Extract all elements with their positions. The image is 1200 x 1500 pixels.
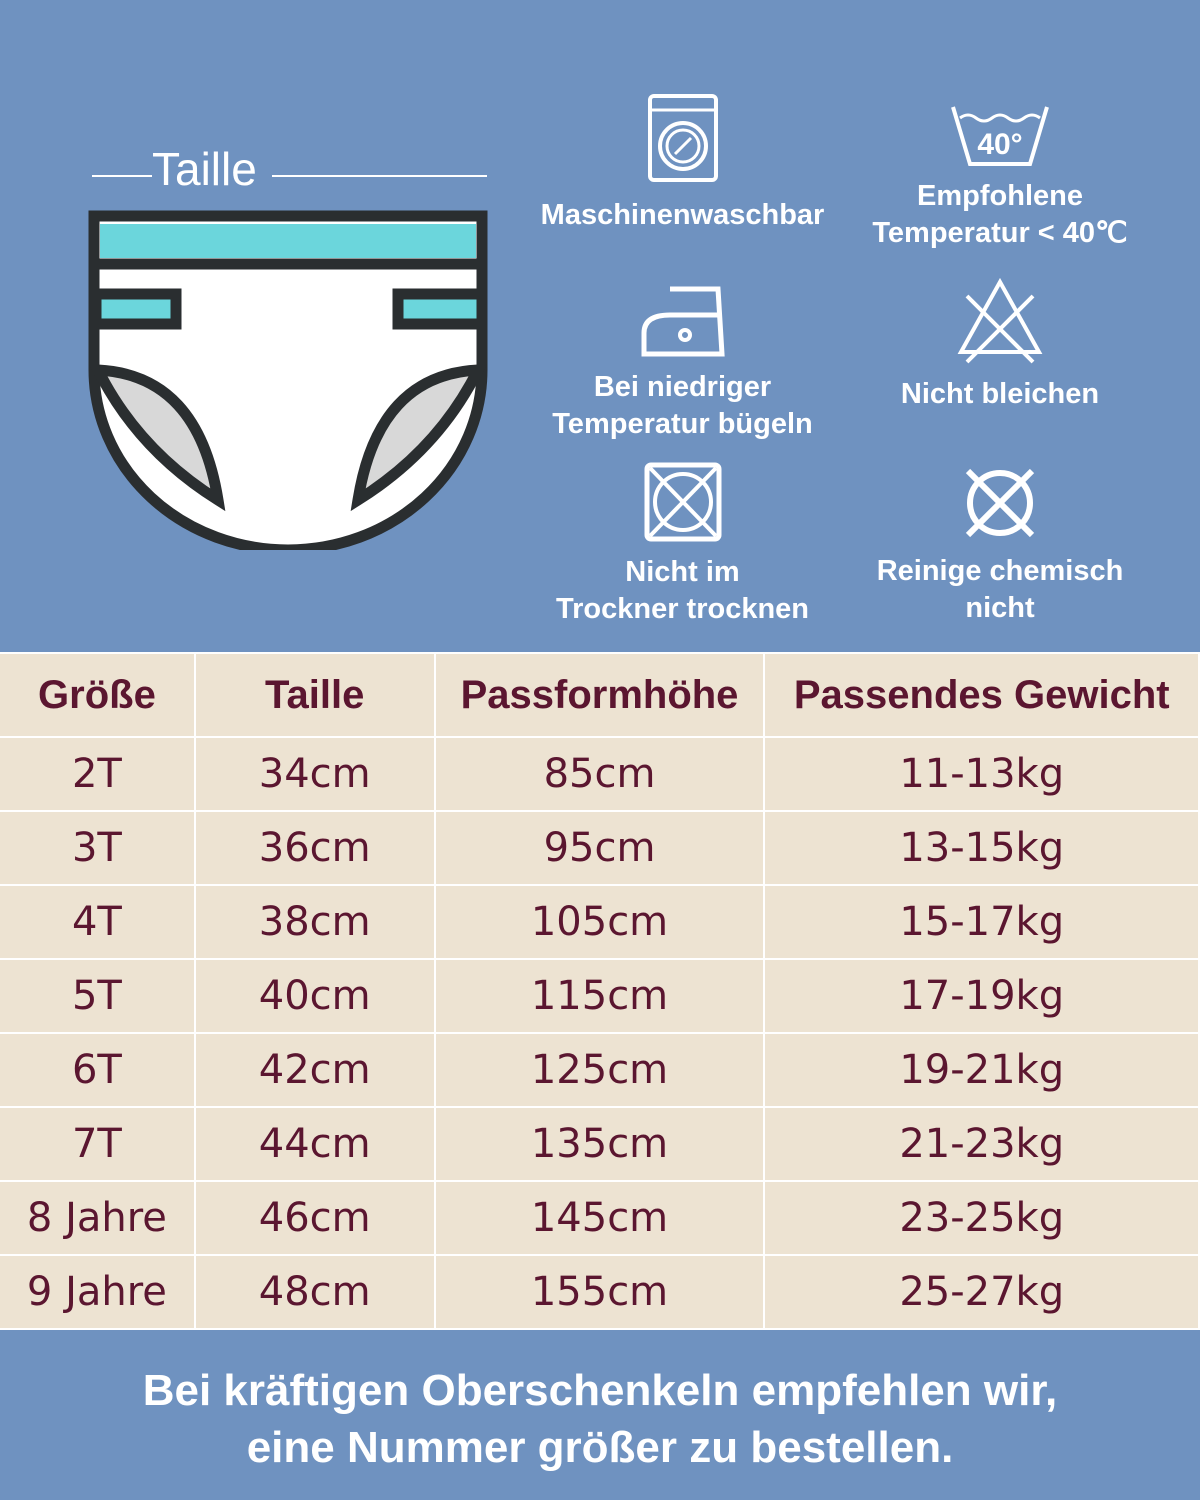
- header-section: Taille Maschinenwaschbar 40° Empfohlene …: [0, 0, 1200, 650]
- wash-40-icon: 40°: [951, 106, 1049, 166]
- footer-note: Bei kräftigen Oberschenkeln empfehlen wi…: [0, 1335, 1200, 1500]
- care-no-dry-clean: Reinige chemisch nicht: [860, 465, 1140, 627]
- table-cell: 46cm: [193, 1180, 436, 1256]
- no-tumble-dry-icon: [644, 462, 721, 542]
- care-iron-low: Bei niedriger Temperatur bügeln: [530, 285, 835, 443]
- divider: [92, 175, 152, 177]
- footer-line: Bei kräftigen Oberschenkeln empfehlen wi…: [142, 1366, 1058, 1415]
- header-fit-height: Passformhöhe: [433, 652, 766, 738]
- table-cell: 15-17kg: [763, 884, 1200, 960]
- diaper-illustration: [88, 210, 488, 550]
- header-weight: Passendes Gewicht: [763, 652, 1200, 738]
- care-label: Empfohlene: [917, 180, 1083, 212]
- table-cell: 6T: [0, 1032, 196, 1108]
- care-label: nicht: [965, 592, 1035, 624]
- table-cell: 9 Jahre: [0, 1254, 196, 1330]
- table-cell: 34cm: [193, 736, 436, 812]
- table-cell: 40cm: [193, 958, 436, 1034]
- table-cell: 3T: [0, 810, 196, 886]
- table-cell: 135cm: [433, 1106, 766, 1182]
- care-label: Temperatur bügeln: [552, 408, 813, 440]
- care-label: Bei niedriger: [593, 371, 772, 403]
- table-cell: 8 Jahre: [0, 1180, 196, 1256]
- table-cell: 125cm: [433, 1032, 766, 1108]
- care-label: Temperatur < 40℃: [872, 217, 1128, 249]
- table-cell: 25-27kg: [763, 1254, 1200, 1330]
- taille-label: Taille: [152, 143, 257, 195]
- table-cell: 145cm: [433, 1180, 766, 1256]
- table-cell: 2T: [0, 736, 196, 812]
- care-label: Reinige chemisch: [876, 555, 1124, 587]
- care-wash-40: 40° Empfohlene Temperatur < 40℃: [860, 104, 1140, 252]
- table-cell: 155cm: [433, 1254, 766, 1330]
- care-label: Nicht im: [625, 556, 740, 588]
- care-no-bleach: Nicht bleichen: [860, 278, 1140, 413]
- table-cell: 85cm: [433, 736, 766, 812]
- size-table: Größe Taille Passformhöhe Passendes Gewi…: [0, 652, 1200, 1330]
- table-cell: 7T: [0, 1106, 196, 1182]
- divider: [272, 175, 487, 177]
- care-label: Maschinenwaschbar: [540, 199, 825, 231]
- footer-line: eine Nummer größer zu bestellen.: [246, 1423, 954, 1472]
- table-cell: 36cm: [193, 810, 436, 886]
- table-cell: 11-13kg: [763, 736, 1200, 812]
- table-cell: 115cm: [433, 958, 766, 1034]
- care-label: Trockner trocknen: [555, 593, 810, 625]
- header-waist: Taille: [193, 652, 436, 738]
- table-row: 9 Jahre 48cm 155cm 25-27kg: [0, 1254, 1200, 1330]
- table-row: 3T 36cm 95cm 13-15kg: [0, 810, 1200, 886]
- table-cell: 42cm: [193, 1032, 436, 1108]
- table-cell: 13-15kg: [763, 810, 1200, 886]
- table-cell: 38cm: [193, 884, 436, 960]
- care-label: Nicht bleichen: [900, 378, 1100, 410]
- table-cell: 17-19kg: [763, 958, 1200, 1034]
- table-header-row: Größe Taille Passformhöhe Passendes Gewi…: [0, 652, 1200, 738]
- table-cell: 44cm: [193, 1106, 436, 1182]
- table-cell: 5T: [0, 958, 196, 1034]
- no-dry-clean-icon: [965, 468, 1035, 538]
- table-cell: 23-25kg: [763, 1180, 1200, 1256]
- table-cell: 48cm: [193, 1254, 436, 1330]
- table-row: 8 Jahre 46cm 145cm 23-25kg: [0, 1180, 1200, 1256]
- table-cell: 95cm: [433, 810, 766, 886]
- svg-text:40°: 40°: [977, 128, 1022, 161]
- table-row: 4T 38cm 105cm 15-17kg: [0, 884, 1200, 960]
- iron-low-icon: [641, 286, 725, 357]
- table-cell: 21-23kg: [763, 1106, 1200, 1182]
- table-row: 7T 44cm 135cm 21-23kg: [0, 1106, 1200, 1182]
- table-cell: 105cm: [433, 884, 766, 960]
- care-no-tumble-dry: Nicht im Trockner trocknen: [530, 462, 835, 628]
- table-row: 5T 40cm 115cm 17-19kg: [0, 958, 1200, 1034]
- table-cell: 4T: [0, 884, 196, 960]
- table-row: 6T 42cm 125cm 19-21kg: [0, 1032, 1200, 1108]
- care-machine-washable: Maschinenwaschbar: [530, 93, 835, 234]
- washing-machine-icon: [647, 94, 718, 182]
- table-row: 2T 34cm 85cm 11-13kg: [0, 736, 1200, 812]
- table-cell: 19-21kg: [763, 1032, 1200, 1108]
- header-size: Größe: [0, 652, 196, 738]
- no-bleach-icon: [957, 278, 1043, 364]
